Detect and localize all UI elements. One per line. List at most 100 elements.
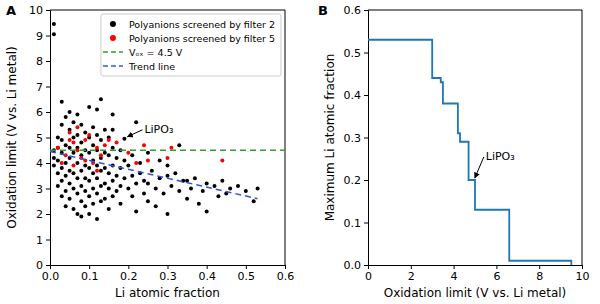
- tick-label: 7: [36, 81, 43, 94]
- point: [173, 171, 177, 175]
- point: [91, 187, 95, 191]
- point: [68, 181, 72, 185]
- figure: 0.00.10.20.30.40.50.6012345678910LiPO₃Po…: [0, 0, 600, 304]
- tick-mark: [46, 214, 50, 215]
- tick-label: 0.4: [344, 89, 362, 102]
- tick: 4: [451, 265, 458, 283]
- point: [111, 179, 115, 183]
- point: [103, 151, 107, 155]
- point: [201, 189, 205, 193]
- frame-top: [368, 10, 582, 11]
- tick-mark: [46, 36, 50, 37]
- point: [189, 187, 193, 191]
- point: [87, 166, 91, 170]
- point: [72, 120, 76, 124]
- tick: 0.2: [344, 174, 369, 187]
- tick: 3: [36, 183, 50, 196]
- point: [91, 171, 95, 175]
- tick-mark: [364, 138, 368, 139]
- axis-line: [364, 11, 369, 266]
- point: [177, 189, 181, 193]
- tick-label: 5: [36, 132, 43, 145]
- tick: 0.1: [81, 265, 99, 283]
- point: [75, 212, 79, 216]
- point: [87, 212, 91, 216]
- tick-label: 0.1: [81, 270, 99, 283]
- point: [83, 189, 87, 193]
- point: [126, 187, 130, 191]
- panel-title: A: [6, 3, 16, 18]
- tick-label: 10: [29, 4, 43, 17]
- point: [95, 107, 99, 111]
- tick-label: 6: [493, 270, 500, 283]
- point: [60, 194, 64, 198]
- point: [52, 164, 56, 168]
- point: [130, 153, 134, 157]
- point: [72, 141, 76, 145]
- point: [228, 187, 232, 191]
- point: [111, 128, 115, 132]
- point: [75, 125, 79, 129]
- point: [130, 174, 134, 178]
- point: [166, 164, 170, 168]
- y-axis: 012345678910: [29, 4, 51, 272]
- axis-line: [46, 11, 51, 266]
- point: [134, 181, 138, 185]
- tick-label: 4: [451, 270, 458, 283]
- x-axis: 0246810: [365, 265, 590, 283]
- tick-label: 10: [576, 270, 590, 283]
- point: [60, 179, 64, 183]
- line: [50, 150, 285, 152]
- point: [122, 176, 126, 180]
- point: [75, 192, 79, 196]
- tick-mark: [496, 265, 497, 269]
- tick-mark: [364, 53, 368, 54]
- tick-label: 1: [36, 234, 43, 247]
- point: [252, 199, 256, 203]
- point: [99, 169, 103, 173]
- point: [146, 151, 150, 155]
- annotation: LiPO₃: [486, 150, 515, 163]
- point: [134, 161, 138, 165]
- point: [103, 197, 107, 201]
- figure-svg: 0.00.10.20.30.40.50.6012345678910LiPO₃Po…: [0, 0, 600, 304]
- point: [166, 174, 170, 178]
- tick: 0.0: [344, 259, 369, 272]
- tick-mark: [46, 240, 50, 241]
- point: [146, 158, 150, 162]
- point: [236, 184, 240, 188]
- tick-mark: [46, 189, 50, 190]
- point: [56, 158, 60, 162]
- point: [166, 156, 170, 160]
- point: [115, 189, 119, 193]
- step-line: [368, 40, 571, 265]
- point: [103, 128, 107, 132]
- legend-box: [101, 14, 281, 76]
- tick-mark: [128, 265, 129, 269]
- point: [122, 137, 126, 141]
- panel: 0.00.10.20.30.40.50.6012345678910LiPO₃Po…: [5, 3, 294, 300]
- point: [56, 146, 60, 150]
- tick-mark: [582, 265, 583, 269]
- point: [52, 22, 56, 26]
- tick-label: 0.5: [344, 47, 362, 60]
- point: [205, 209, 209, 213]
- tick-label: 0.4: [198, 270, 216, 283]
- point: [95, 133, 99, 137]
- point: [134, 209, 138, 213]
- point: [103, 143, 107, 147]
- tick-label: 4: [36, 157, 43, 170]
- point: [72, 187, 76, 191]
- point: [64, 174, 68, 178]
- point: [107, 207, 111, 211]
- point: [115, 174, 119, 178]
- tick-mark: [246, 265, 247, 269]
- point: [107, 171, 111, 175]
- point: [107, 187, 111, 191]
- tick-label: 8: [36, 55, 43, 68]
- point: [60, 161, 64, 165]
- point: [150, 169, 154, 173]
- tick: 0.0: [42, 265, 60, 283]
- point: [95, 192, 99, 196]
- tick-mark: [364, 10, 368, 11]
